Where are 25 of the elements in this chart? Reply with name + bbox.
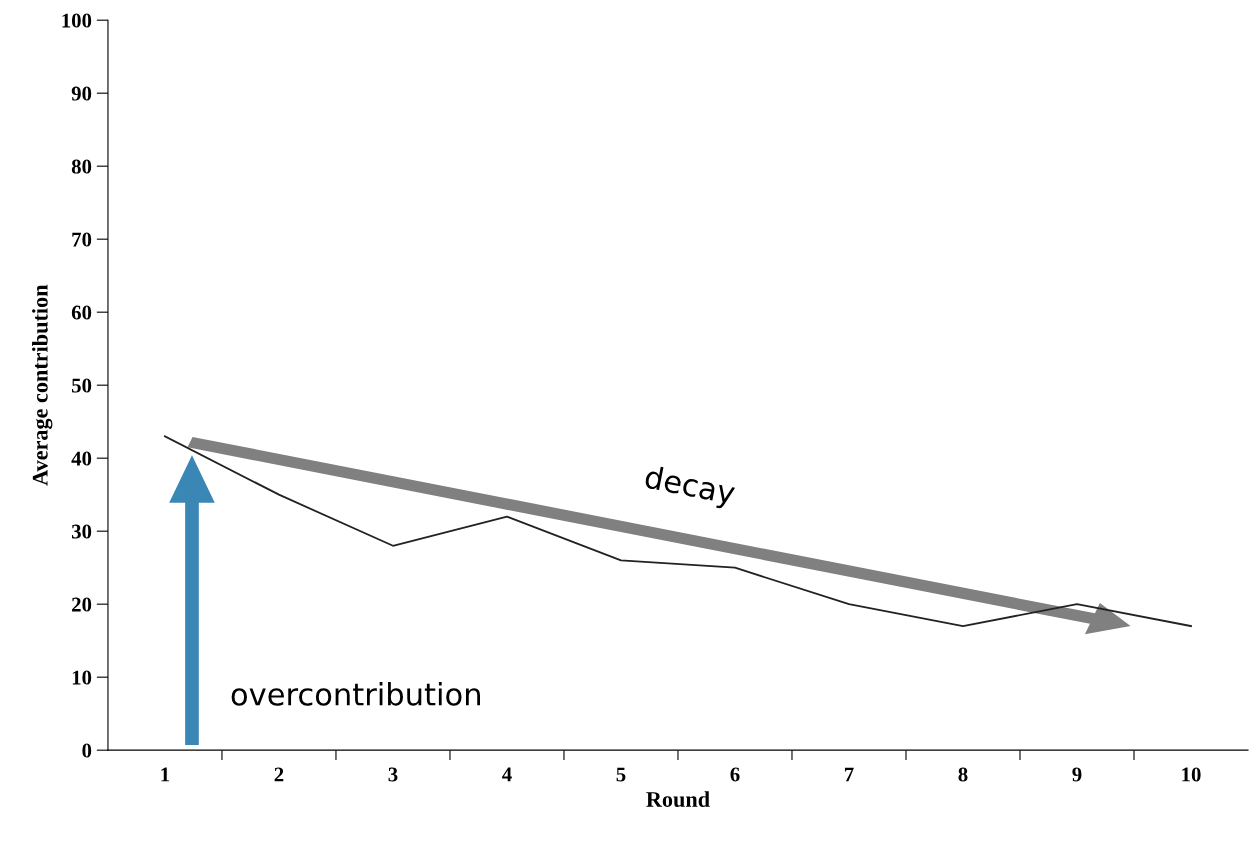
annotation: overcontribution: [231, 682, 480, 706]
y-tick-label: 10: [72, 670, 92, 685]
x-tick-label: 8: [958, 767, 968, 782]
annotation: decay: [643, 464, 737, 511]
y-tick-label: 30: [71, 524, 92, 539]
y-tick-label: 20: [72, 597, 92, 612]
x-tick-label: 9: [1072, 767, 1082, 782]
x-tick-label: 1: [161, 767, 170, 782]
x-tick-label: 4: [502, 767, 512, 782]
y-tick-label: 50: [71, 378, 92, 393]
x-tick-label: 10: [1182, 767, 1201, 782]
x-tick-label: 5: [616, 767, 626, 782]
y-tick-label: 70: [72, 232, 92, 247]
x-tick-label: 3: [388, 767, 398, 782]
y-axis-title: Average contribution: [32, 284, 53, 486]
x-axis-title: Round: [646, 791, 710, 807]
y-tick-label: 80: [71, 159, 92, 174]
y-tick-label: 60: [71, 305, 92, 320]
y-tick-label: 0: [82, 743, 92, 758]
x-tick-label: 6: [730, 767, 740, 782]
y-tick-label: 100: [62, 13, 92, 28]
x-tick-label: 2: [274, 767, 284, 782]
x-tick-label: 7: [844, 767, 854, 782]
y-tick-label: 90: [71, 86, 92, 101]
y-tick-label: 40: [71, 451, 92, 466]
